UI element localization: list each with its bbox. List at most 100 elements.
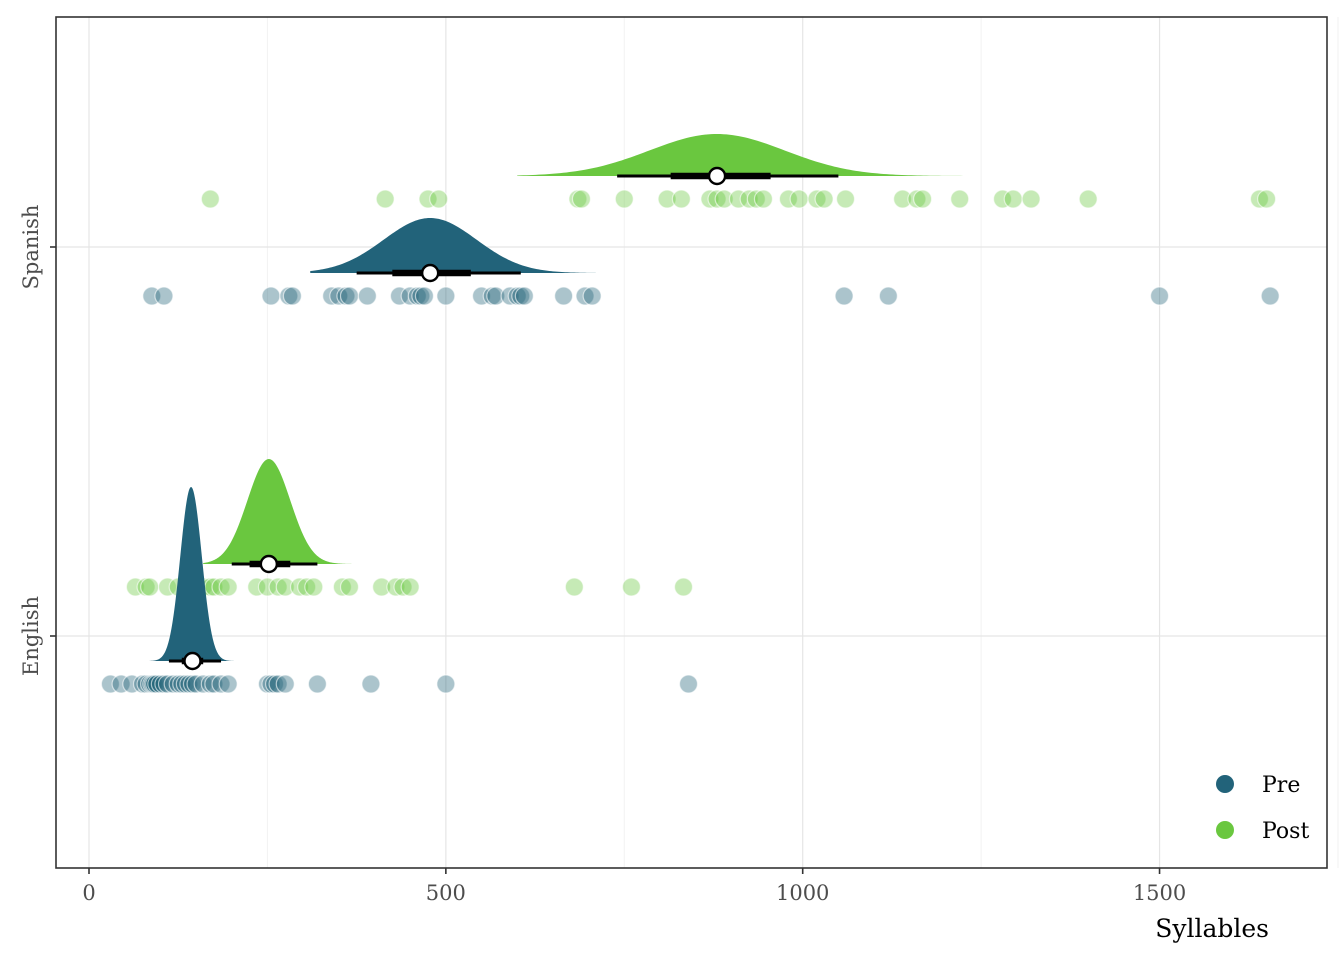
- rain-point: [714, 189, 734, 209]
- rain-point: [671, 189, 691, 209]
- rain-point: [375, 189, 395, 209]
- rain-point: [282, 286, 303, 306]
- rain-point: [140, 577, 160, 597]
- median-point: [707, 166, 727, 186]
- rain-point: [582, 286, 602, 306]
- rain-point: [554, 286, 574, 306]
- rain-point: [329, 286, 349, 306]
- density-cloud: [310, 218, 596, 273]
- median-point: [420, 263, 440, 283]
- rain-points: [100, 189, 1280, 694]
- rain-point: [339, 577, 360, 597]
- rain-point: [268, 577, 288, 597]
- rain-point: [414, 286, 435, 306]
- rain-point: [218, 577, 238, 597]
- rain-point: [1078, 189, 1098, 209]
- x-tick-label: 1000: [776, 881, 829, 905]
- rain-point: [154, 286, 174, 306]
- rain-point: [471, 286, 492, 306]
- rain-point: [564, 577, 584, 597]
- rain-point: [571, 189, 592, 209]
- rain-point: [436, 286, 456, 306]
- rain-point: [657, 189, 677, 209]
- median-point: [183, 651, 202, 671]
- rain-point: [157, 577, 178, 597]
- legend: Pre Post: [1216, 773, 1309, 844]
- rain-point: [100, 674, 121, 694]
- rain-point: [111, 674, 131, 694]
- rain-point: [357, 286, 377, 306]
- rain-point: [614, 189, 634, 209]
- rain-point: [739, 189, 759, 209]
- rain-point: [778, 189, 799, 209]
- rain-point: [575, 286, 595, 306]
- rain-point: [361, 674, 381, 694]
- rain-point: [907, 189, 927, 209]
- rain-point: [211, 674, 231, 694]
- rain-point: [514, 286, 534, 306]
- rain-point: [429, 189, 449, 209]
- rain-point: [500, 286, 520, 306]
- density-clouds: [149, 134, 1010, 661]
- rain-point: [814, 189, 834, 209]
- rain-point: [393, 577, 413, 597]
- rain-point: [707, 189, 727, 209]
- rain-point: [673, 577, 694, 597]
- rain-point: [992, 189, 1013, 209]
- rain-point: [261, 286, 281, 306]
- rain-point: [418, 189, 438, 209]
- legend-label: Post: [1262, 819, 1309, 844]
- rain-point: [950, 189, 970, 209]
- rain-point: [275, 577, 295, 597]
- density-cloud: [203, 459, 368, 564]
- rain-point: [878, 286, 898, 306]
- rain-point: [204, 674, 224, 694]
- rain-point: [275, 674, 295, 694]
- rain-point: [297, 577, 317, 597]
- rain-point: [125, 577, 145, 597]
- rain-point: [1257, 189, 1277, 209]
- x-tick-label: 1500: [1133, 881, 1186, 905]
- rain-point: [789, 189, 809, 209]
- density-cloud: [517, 134, 1010, 176]
- rain-point: [307, 674, 327, 694]
- rain-point: [1249, 189, 1270, 209]
- rain-point: [386, 577, 406, 597]
- rain-point: [304, 577, 324, 597]
- rain-point: [372, 577, 392, 597]
- plot-panel-border: [55, 16, 1328, 869]
- rain-point: [289, 577, 310, 597]
- y-tick-label: Spanish: [19, 205, 43, 290]
- rain-point: [893, 189, 913, 209]
- rain-point: [834, 286, 854, 306]
- rain-point: [678, 674, 699, 694]
- x-axis-title: Syllables: [1155, 914, 1269, 943]
- x-tick-label: 500: [426, 881, 466, 905]
- rain-point: [700, 189, 720, 209]
- rain-point: [486, 286, 506, 306]
- rain-point: [1260, 286, 1280, 306]
- x-tick-label: 0: [82, 881, 95, 905]
- density-cloud: [149, 487, 247, 661]
- rain-point: [200, 189, 220, 209]
- rain-point: [400, 577, 420, 597]
- rain-point: [1149, 286, 1170, 306]
- rain-point: [1003, 189, 1023, 209]
- rain-point: [621, 577, 642, 597]
- y-tick-label: English: [19, 596, 43, 676]
- rain-point: [339, 286, 360, 306]
- rain-point: [218, 674, 238, 694]
- rain-point: [332, 577, 352, 597]
- rain-point: [807, 189, 827, 209]
- rain-point: [436, 674, 456, 694]
- rain-point: [211, 577, 231, 597]
- legend-swatch: [1216, 775, 1234, 793]
- rain-point: [1021, 189, 1041, 209]
- rain-point: [753, 189, 774, 209]
- rain-point: [247, 577, 267, 597]
- rain-point: [400, 286, 420, 306]
- axes: 0 500 1000 1500 English Spanish: [19, 205, 1186, 905]
- interval-summaries: [168, 166, 839, 671]
- legend-label: Pre: [1262, 773, 1300, 798]
